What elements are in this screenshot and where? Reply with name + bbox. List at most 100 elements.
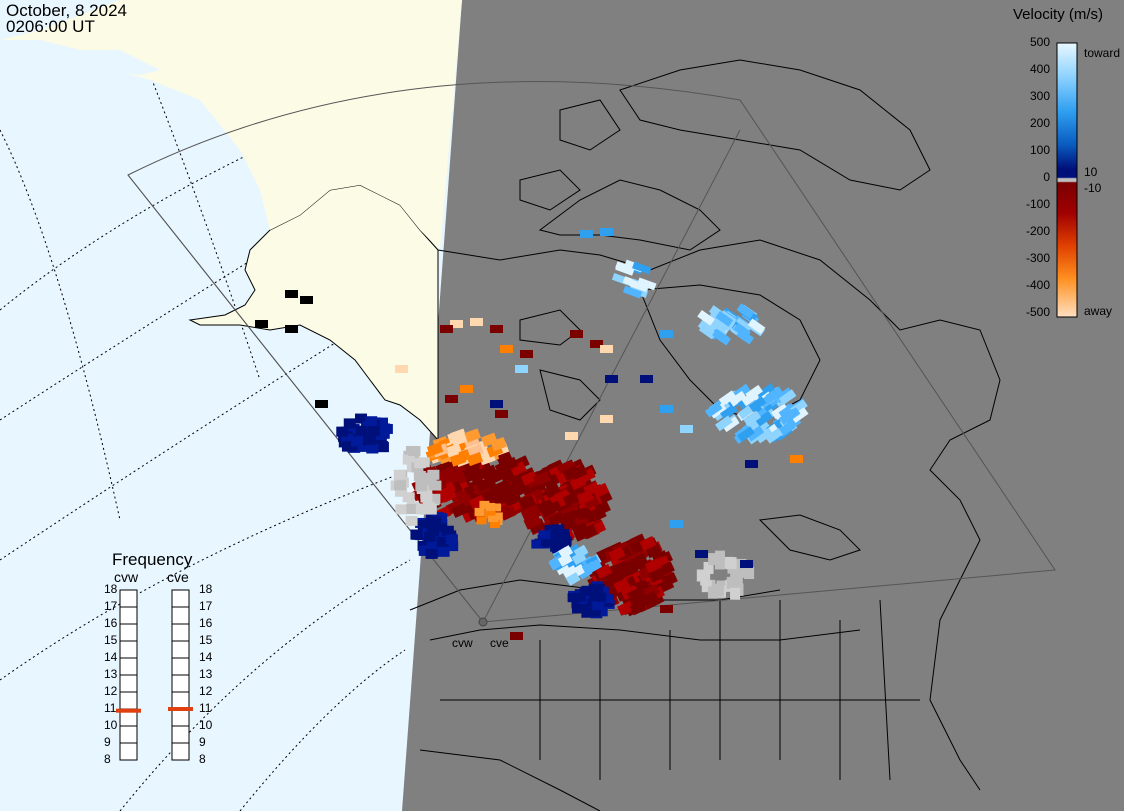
velocity-cell xyxy=(347,424,360,435)
velocity-cell xyxy=(343,418,356,429)
velocity-cell xyxy=(608,546,626,562)
velocity-cell xyxy=(755,427,774,444)
frequency-tick-right: 10 xyxy=(199,718,213,732)
velocity-cell xyxy=(640,375,653,383)
velocity-cell xyxy=(644,558,662,574)
frequency-tick-right: 11 xyxy=(199,701,212,715)
velocity-cell xyxy=(500,345,513,353)
velocity-cell xyxy=(350,436,363,447)
velocity-cell xyxy=(445,443,462,458)
velocity-cell xyxy=(708,553,719,566)
velocity-cell xyxy=(558,512,576,528)
velocity-cell xyxy=(515,365,528,373)
velocity-cell xyxy=(533,471,551,487)
frequency-tick-right: 14 xyxy=(199,650,213,664)
velocity-cell xyxy=(374,430,387,441)
frequency-tick-right: 8 xyxy=(199,752,206,766)
velocity-cell xyxy=(355,413,368,424)
velocity-cell xyxy=(615,263,635,276)
frequency-title: Frequency xyxy=(112,550,193,569)
velocity-cell xyxy=(414,530,427,541)
velocity-cell xyxy=(736,303,755,319)
frequency-tick-right: 9 xyxy=(199,735,206,749)
velocity-cell xyxy=(475,477,493,493)
velocity-cell xyxy=(757,383,776,399)
velocity-cell xyxy=(285,325,298,333)
freq-radar-name-cve: cve xyxy=(167,569,189,585)
velocity-tick-label: 400 xyxy=(1029,62,1050,76)
velocity-cell xyxy=(285,290,298,298)
velocity-cell xyxy=(562,491,580,507)
velocity-cell xyxy=(429,480,442,491)
velocity-cell xyxy=(639,535,657,551)
velocity-cell xyxy=(503,491,521,507)
velocity-cell xyxy=(741,390,760,407)
frequency-tick-left: 8 xyxy=(104,752,111,766)
velocity-cell xyxy=(495,410,508,418)
velocity-cell xyxy=(510,632,523,640)
velocity-cell xyxy=(395,486,408,497)
velocity-cell xyxy=(569,475,587,491)
velocity-cell xyxy=(580,524,598,540)
velocity-cell xyxy=(485,507,496,516)
velocity-cell xyxy=(441,525,454,536)
velocity-cell xyxy=(790,407,809,423)
velocity-cell xyxy=(645,543,663,559)
velocity-cell xyxy=(713,584,724,597)
velocity-cell xyxy=(542,473,560,489)
velocity-cell xyxy=(632,261,652,275)
velocity-cell xyxy=(629,279,649,293)
velocity-cell xyxy=(790,455,803,463)
velocity-cell xyxy=(436,488,454,504)
date-label: October, 8 2024 xyxy=(6,1,127,20)
velocity-cell xyxy=(420,492,433,503)
velocity-cell xyxy=(470,318,483,326)
frequency-tick-left: 12 xyxy=(104,684,118,698)
frequency-tick-left: 9 xyxy=(104,735,111,749)
velocity-cell xyxy=(415,504,428,515)
velocity-cell xyxy=(429,516,442,527)
velocity-cell xyxy=(571,604,584,614)
velocity-cell xyxy=(615,560,633,576)
velocity-cell xyxy=(395,365,408,373)
velocity-cell xyxy=(451,503,469,519)
velocity-cell xyxy=(544,525,557,535)
velocity-cell xyxy=(557,553,573,567)
velocity-cell xyxy=(605,375,618,383)
velocity-cell xyxy=(440,325,453,333)
velocity-cell xyxy=(721,416,740,433)
velocity-cell xyxy=(622,285,643,299)
velocity-cell xyxy=(408,446,421,457)
velocity-cell xyxy=(450,432,467,447)
velocity-cell xyxy=(715,311,734,327)
velocity-cell xyxy=(546,532,559,542)
velocity-cell xyxy=(698,323,717,340)
velocity-cell xyxy=(596,546,614,562)
frequency-tick-left: 15 xyxy=(104,633,118,647)
velocity-cell xyxy=(491,503,502,512)
velocity-cell xyxy=(740,560,753,568)
velocity-cell xyxy=(637,277,657,291)
velocity-cell xyxy=(523,514,541,530)
velocity-cell xyxy=(737,426,755,443)
velocity-cell xyxy=(363,434,376,445)
velocity-cell xyxy=(376,442,389,453)
velocity-tick-label: -500 xyxy=(1025,305,1050,319)
velocity-cell xyxy=(581,561,597,575)
velocity-cell xyxy=(565,432,578,440)
velocity-cell xyxy=(549,537,562,547)
velocity-cell xyxy=(300,296,313,304)
velocity-cell xyxy=(402,492,415,503)
velocity-cell xyxy=(571,522,589,538)
velocity-cell xyxy=(495,449,513,465)
velocity-cell xyxy=(697,309,715,326)
frequency-tick-left: 17 xyxy=(104,599,118,613)
velocity-cell xyxy=(591,586,604,596)
frequency-gauges xyxy=(116,589,193,761)
velocity-cell xyxy=(570,330,583,338)
velocity-cell xyxy=(600,345,613,353)
velocity-cell xyxy=(590,340,603,348)
velocity-cell xyxy=(581,608,594,618)
velocity-cell xyxy=(778,403,797,420)
velocity-tick-label: 500 xyxy=(1029,35,1050,49)
